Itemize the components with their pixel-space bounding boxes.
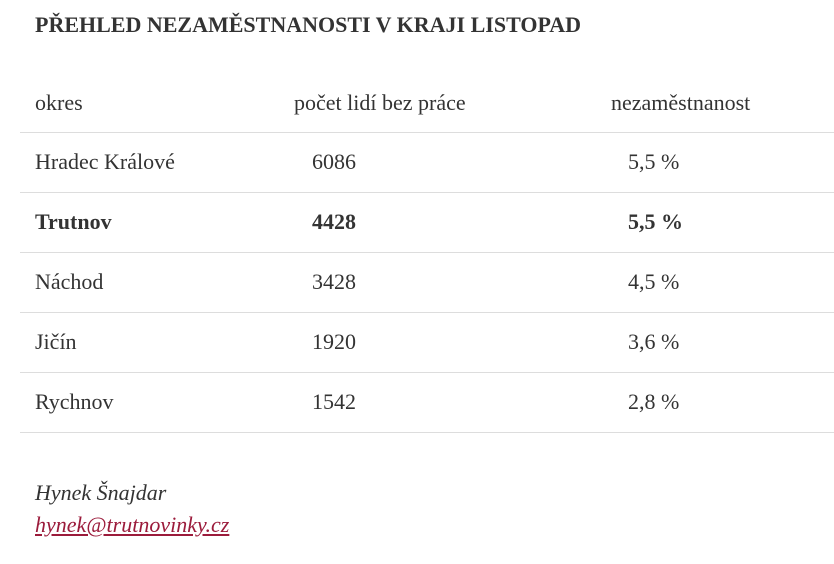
table-cell: 4,5 % bbox=[628, 269, 680, 294]
table-cell: Rychnov bbox=[35, 389, 114, 414]
table-cell: 1542 bbox=[312, 389, 356, 414]
table-cell: 4428 bbox=[312, 209, 356, 234]
title: PŘEHLED NEZAMĚSTNANOSTI V KRAJI LISTOPAD bbox=[35, 12, 582, 37]
row-divider bbox=[20, 372, 834, 373]
table-cell: 3,6 % bbox=[628, 329, 680, 354]
table-cell: Hradec Králové bbox=[35, 149, 175, 174]
table-cell: 5,5 % bbox=[628, 149, 680, 174]
table-cell: 3428 bbox=[312, 269, 356, 294]
table-cell: 1920 bbox=[312, 329, 356, 354]
row-divider bbox=[20, 312, 834, 313]
column-header: nezaměstnanost bbox=[611, 90, 751, 115]
row-divider bbox=[20, 132, 834, 133]
table-cell: 5,5 % bbox=[628, 209, 683, 234]
row-divider bbox=[20, 192, 834, 193]
row-divider bbox=[20, 252, 834, 253]
table-cell: Jičín bbox=[35, 329, 77, 354]
row-divider bbox=[20, 432, 834, 433]
email-link[interactable]: hynek@trutnovinky.cz bbox=[35, 512, 230, 537]
table-cell: 6086 bbox=[312, 149, 356, 174]
column-header: počet lidí bez práce bbox=[294, 90, 466, 115]
author: Hynek Šnajdar bbox=[35, 480, 167, 505]
table-cell: 2,8 % bbox=[628, 389, 680, 414]
column-header: okres bbox=[35, 90, 83, 115]
table-cell: Náchod bbox=[35, 269, 104, 294]
table-cell: Trutnov bbox=[35, 209, 112, 234]
